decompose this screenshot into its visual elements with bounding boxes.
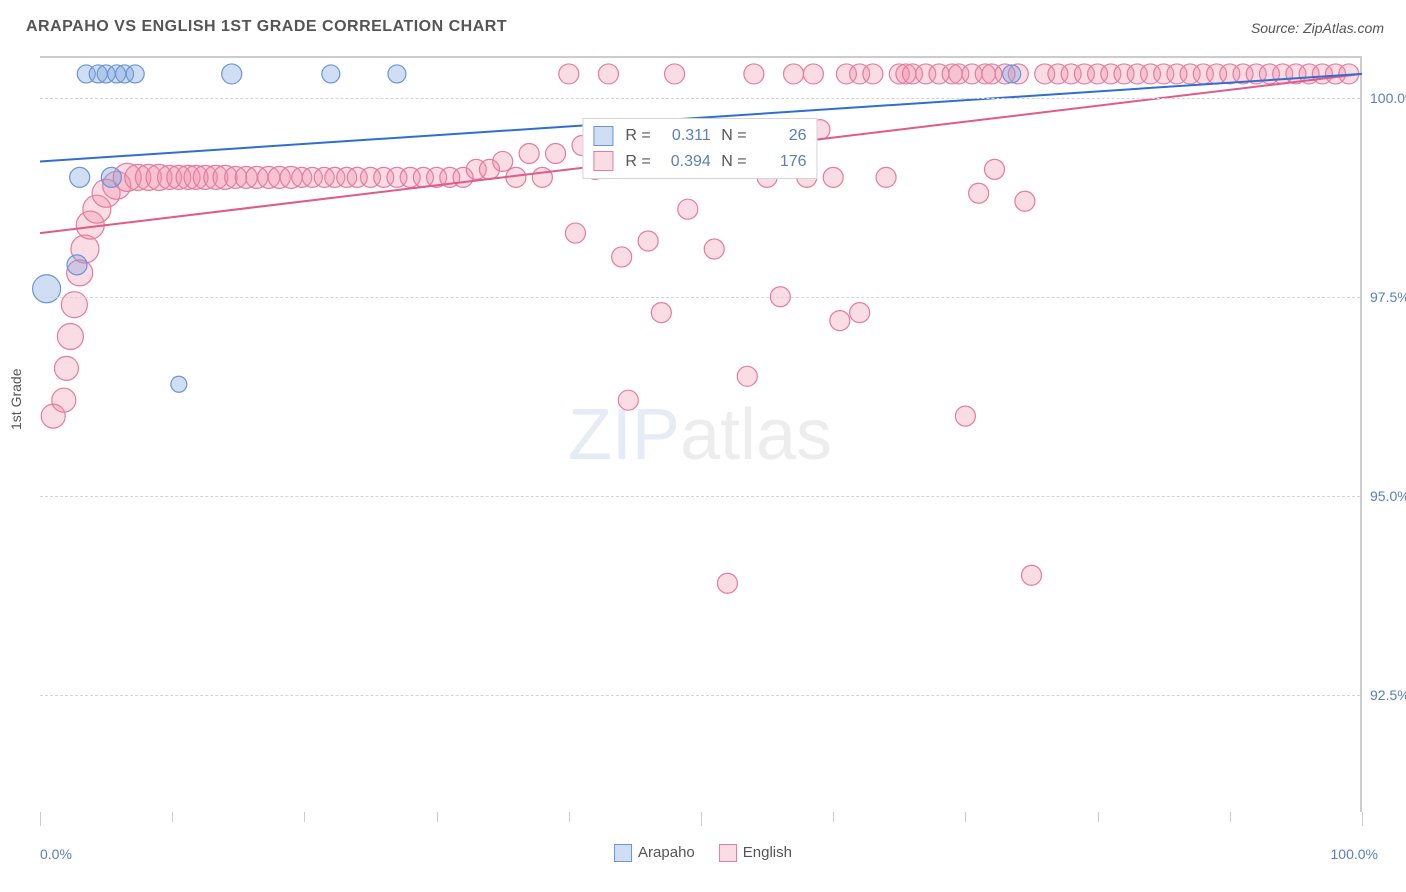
series-legend: Arapaho English bbox=[614, 844, 792, 862]
x-tick bbox=[833, 812, 834, 822]
data-point bbox=[493, 151, 513, 171]
swatch-icon bbox=[614, 844, 632, 862]
data-point bbox=[222, 64, 242, 84]
x-tick bbox=[1362, 812, 1363, 826]
x-tick bbox=[701, 812, 702, 826]
data-point bbox=[70, 167, 90, 187]
y-tick-label: 92.5% bbox=[1370, 687, 1406, 703]
data-point bbox=[1015, 191, 1035, 211]
x-axis-max-label: 100.0% bbox=[1331, 846, 1378, 862]
r-value-english: 0.394 bbox=[657, 149, 711, 175]
data-point bbox=[101, 167, 121, 187]
gridline bbox=[40, 496, 1360, 497]
n-value-arapaho: 26 bbox=[753, 123, 807, 149]
data-point bbox=[863, 64, 883, 84]
data-point bbox=[876, 167, 896, 187]
data-point bbox=[638, 231, 658, 251]
data-point bbox=[969, 183, 989, 203]
data-point bbox=[678, 199, 698, 219]
x-tick bbox=[1230, 812, 1231, 822]
legend-item-arapaho: Arapaho bbox=[614, 844, 695, 862]
data-point bbox=[67, 255, 87, 275]
data-point bbox=[1022, 565, 1042, 585]
x-tick bbox=[569, 812, 570, 822]
data-point bbox=[559, 64, 579, 84]
correlation-legend: R = 0.311 N = 26 R = 0.394 N = 176 bbox=[582, 118, 817, 179]
swatch-english bbox=[593, 151, 613, 171]
data-point bbox=[955, 406, 975, 426]
data-point bbox=[737, 366, 757, 386]
data-point bbox=[171, 376, 187, 392]
source-label: Source: ZipAtlas.com bbox=[1251, 20, 1384, 36]
data-point bbox=[33, 275, 61, 303]
data-point bbox=[984, 159, 1004, 179]
x-tick bbox=[304, 812, 305, 822]
data-point bbox=[565, 223, 585, 243]
swatch-icon bbox=[719, 844, 737, 862]
data-point bbox=[598, 64, 618, 84]
y-tick-label: 95.0% bbox=[1370, 488, 1406, 504]
data-point bbox=[704, 239, 724, 259]
data-point bbox=[612, 247, 632, 267]
data-point bbox=[823, 167, 843, 187]
x-tick bbox=[437, 812, 438, 822]
y-tick-label: 97.5% bbox=[1370, 289, 1406, 305]
data-point bbox=[717, 573, 737, 593]
data-point bbox=[665, 64, 685, 84]
data-point bbox=[57, 324, 83, 350]
x-tick bbox=[40, 812, 41, 826]
data-point bbox=[744, 64, 764, 84]
swatch-arapaho bbox=[593, 126, 613, 146]
data-point bbox=[850, 303, 870, 323]
chart-title: ARAPAHO VS ENGLISH 1ST GRADE CORRELATION… bbox=[26, 18, 507, 36]
x-axis-min-label: 0.0% bbox=[40, 846, 72, 862]
data-point bbox=[651, 303, 671, 323]
gridline bbox=[40, 98, 1360, 99]
y-axis-title: 1st Grade bbox=[8, 369, 24, 430]
x-tick bbox=[172, 812, 173, 822]
data-point bbox=[126, 65, 144, 83]
gridline bbox=[40, 297, 1360, 298]
legend-row-arapaho: R = 0.311 N = 26 bbox=[593, 123, 806, 149]
data-point bbox=[1003, 65, 1021, 83]
gridline bbox=[40, 695, 1360, 696]
legend-row-english: R = 0.394 N = 176 bbox=[593, 149, 806, 175]
x-tick bbox=[1098, 812, 1099, 822]
y-tick-label: 100.0% bbox=[1370, 90, 1406, 106]
data-point bbox=[546, 143, 566, 163]
legend-item-english: English bbox=[719, 844, 792, 862]
data-point bbox=[388, 65, 406, 83]
data-point bbox=[322, 65, 340, 83]
data-point bbox=[54, 356, 78, 380]
data-point bbox=[803, 64, 823, 84]
data-point bbox=[519, 143, 539, 163]
data-point bbox=[532, 167, 552, 187]
n-value-english: 176 bbox=[753, 149, 807, 175]
data-point bbox=[52, 388, 76, 412]
data-point bbox=[784, 64, 804, 84]
data-point bbox=[618, 390, 638, 410]
x-tick bbox=[965, 812, 966, 822]
r-value-arapaho: 0.311 bbox=[657, 123, 711, 149]
data-point bbox=[830, 311, 850, 331]
plot-area: ZIPatlas R = 0.311 N = 26 R = 0.394 N = … bbox=[40, 56, 1362, 812]
data-point bbox=[61, 292, 87, 318]
